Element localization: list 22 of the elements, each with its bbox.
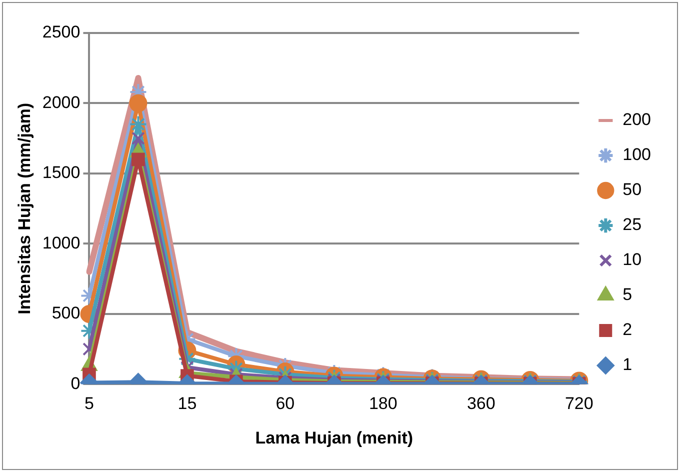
x-tick-label: 15 — [178, 394, 197, 414]
y-tick-label: 2500 — [42, 22, 80, 42]
legend-label: 25 — [622, 215, 642, 234]
legend-label: 10 — [622, 250, 642, 270]
x-axis-title: Lama Hujan (menit) — [255, 428, 414, 448]
legend-label: 1 — [622, 355, 632, 374]
x-tick-label: 360 — [466, 394, 496, 414]
x-tick-label: 180 — [368, 394, 398, 414]
y-tick-label: 0 — [70, 374, 80, 393]
legend-label: 50 — [622, 180, 642, 200]
y-tick-label: 1500 — [42, 163, 80, 182]
x-tick-label: 60 — [276, 394, 295, 414]
x-tick-label: 720 — [564, 394, 594, 414]
y-tick-label: 2000 — [42, 92, 80, 112]
legend-label: 200 — [622, 110, 652, 130]
legend-label: 100 — [622, 145, 652, 164]
legend-label: 5 — [622, 285, 632, 304]
x-tick-label: 5 — [84, 394, 94, 414]
legend-label: 2 — [622, 320, 632, 340]
y-axis-title: Intensitas Hujan (mm/jam) — [14, 102, 34, 314]
y-tick-label: 1000 — [42, 233, 80, 252]
y-tick-label: 500 — [52, 304, 80, 323]
